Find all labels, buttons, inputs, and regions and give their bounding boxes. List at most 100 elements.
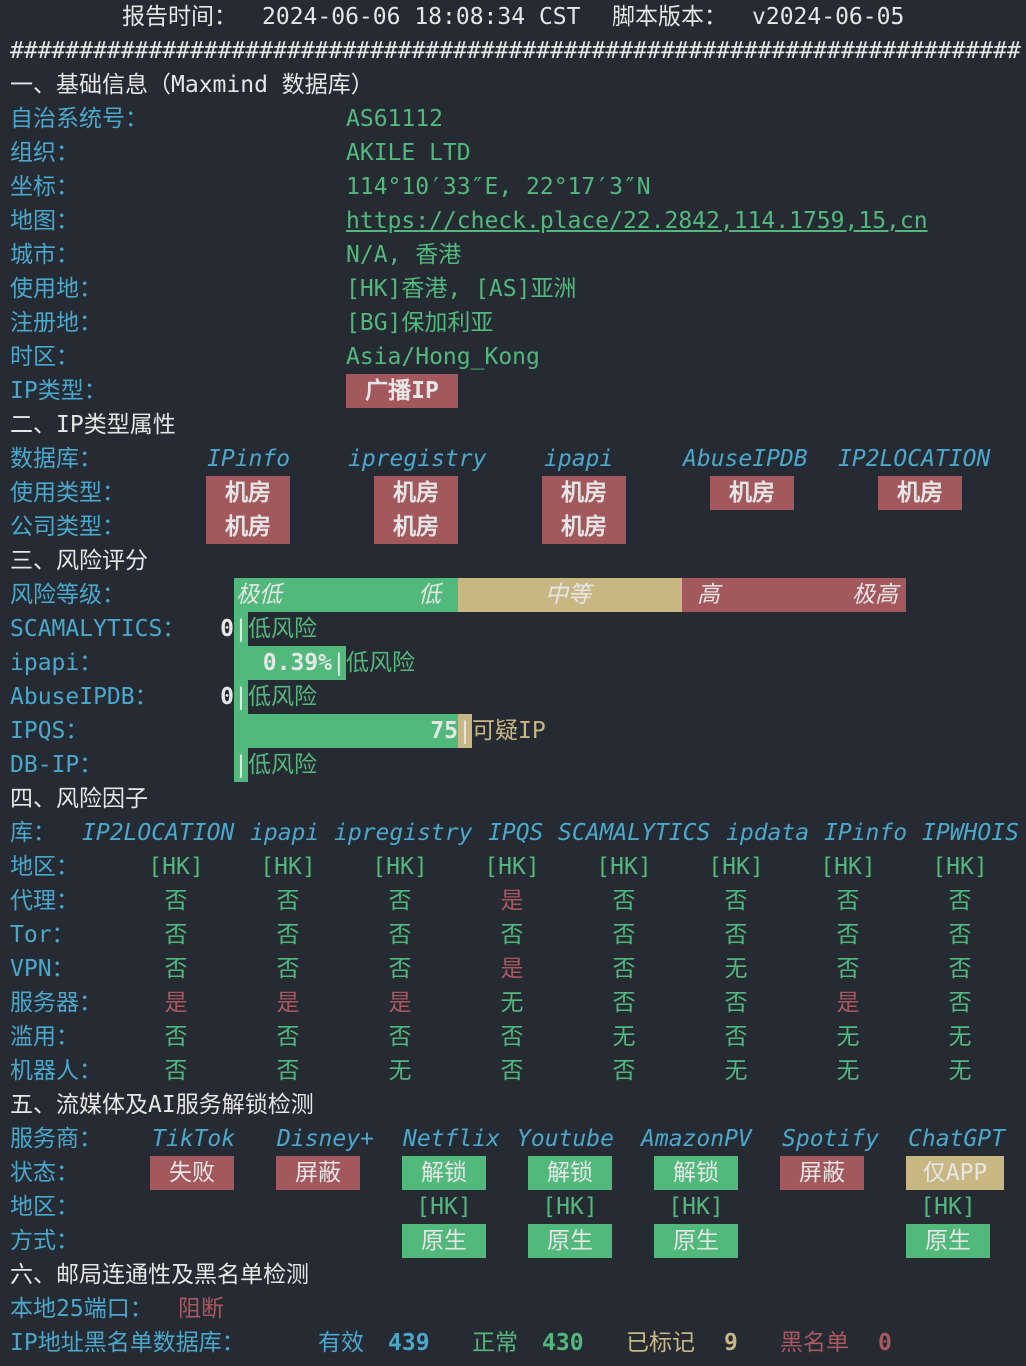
- report-time: 2024-06-06 18:08:34 CST: [262, 4, 581, 30]
- factor-value: 否: [388, 888, 412, 914]
- field-label: SCAMALYTICS：: [10, 616, 186, 642]
- field-label: 地区：: [10, 1194, 79, 1220]
- usage-type-badge: 机房: [374, 476, 458, 510]
- map-link[interactable]: https://check.place/22.2842,114.1759,15,…: [346, 208, 928, 234]
- field-label: 公司类型：: [10, 514, 125, 540]
- section-title-mail: 六、邮局连通性及黑名单检测: [10, 1262, 309, 1288]
- lib-header: ipapi: [250, 820, 320, 846]
- field-label: 代理：: [10, 888, 79, 914]
- ip-type-badge: 广播IP: [346, 374, 458, 408]
- score-value: 75: [430, 718, 458, 744]
- field-value: AKILE LTD: [346, 140, 471, 166]
- field-value: N/A, 香港: [346, 242, 462, 268]
- service-name: TikTok: [152, 1126, 236, 1152]
- field-label: 滥用：: [10, 1024, 79, 1050]
- factor-value: 否: [276, 956, 300, 982]
- field-label: 机器人：: [10, 1058, 102, 1084]
- factor-value: 否: [164, 1058, 188, 1084]
- field-label: 城市：: [10, 242, 79, 268]
- port-status: 阻断: [178, 1296, 224, 1322]
- factor-value: 是: [500, 888, 524, 914]
- lib-header: ipdata: [726, 820, 810, 846]
- factor-value: 否: [612, 922, 636, 948]
- factor-value: 是: [500, 956, 524, 982]
- db-header: AbuseIPDB: [683, 446, 808, 472]
- usage-type-badge: 机房: [542, 476, 626, 510]
- factor-value: 是: [836, 990, 860, 1016]
- field-label: 状态：: [10, 1160, 79, 1186]
- factor-value: 是: [164, 990, 188, 1016]
- score-verdict: 低风险: [248, 684, 317, 710]
- service-region: [HK]: [920, 1194, 976, 1220]
- score-marker: |: [234, 752, 248, 778]
- company-type-badge: 机房: [374, 510, 458, 544]
- factor-value: 否: [500, 1024, 524, 1050]
- factor-value: 否: [612, 990, 636, 1016]
- db-header: ipapi: [544, 446, 614, 472]
- marked-count: 9: [724, 1330, 738, 1356]
- factor-value: 否: [388, 922, 412, 948]
- factor-value: 否: [612, 1058, 636, 1084]
- field-label: 自治系统号：: [10, 106, 148, 132]
- score-bar: [234, 680, 248, 714]
- factor-value: 否: [612, 956, 636, 982]
- separator: ########################################…: [10, 38, 1021, 64]
- field-value: [HK]香港, [AS]亚洲: [346, 276, 577, 302]
- field-label: IPQS：: [10, 718, 89, 744]
- factor-value: 否: [948, 990, 972, 1016]
- lib-header: IPinfo: [824, 820, 908, 846]
- field-label: Tor：: [10, 922, 75, 948]
- field-label: 库：: [10, 820, 56, 846]
- factor-value: 否: [164, 922, 188, 948]
- field-label: 使用地：: [10, 276, 102, 302]
- score-verdict: 可疑IP: [472, 718, 546, 744]
- service-status-badge: 解锁: [528, 1156, 612, 1190]
- factor-value: 无: [836, 1058, 860, 1084]
- factor-value: 否: [500, 922, 524, 948]
- factor-value: 无: [388, 1058, 412, 1084]
- factor-value: [HK]: [484, 854, 540, 880]
- factor-value: 否: [276, 1024, 300, 1050]
- service-status-badge: 屏蔽: [276, 1156, 360, 1190]
- risk-level-label: 中等: [545, 582, 591, 608]
- service-name: ChatGPT: [908, 1126, 1005, 1152]
- field-label: 时区：: [10, 344, 79, 370]
- field-label: 方式：: [10, 1228, 79, 1254]
- service-status-badge: 解锁: [402, 1156, 486, 1190]
- field-label: 服务商：: [10, 1126, 102, 1152]
- score-marker: |: [234, 616, 248, 642]
- lib-header: ipregistry: [334, 820, 473, 846]
- service-region: [HK]: [668, 1194, 724, 1220]
- factor-value: 是: [276, 990, 300, 1016]
- factor-value: 否: [836, 956, 860, 982]
- valid-label: 有效: [318, 1330, 364, 1356]
- score-verdict: 低风险: [248, 752, 317, 778]
- factor-value: 无: [724, 1058, 748, 1084]
- risk-scale-high: [682, 578, 906, 612]
- lib-header: IP2LOCATION: [82, 820, 235, 846]
- score-verdict: 低风险: [248, 616, 317, 642]
- factor-value: 否: [948, 888, 972, 914]
- risk-scale-low: [234, 578, 458, 612]
- factor-value: 否: [948, 922, 972, 948]
- factor-value: [HK]: [260, 854, 316, 880]
- field-label: 地图：: [10, 208, 79, 234]
- factor-value: 否: [164, 956, 188, 982]
- field-label: 风险等级：: [10, 582, 125, 608]
- score-bar: [234, 748, 248, 782]
- service-status-badge: 屏蔽: [780, 1156, 864, 1190]
- lib-header: IPQS: [488, 820, 544, 846]
- factor-value: 否: [276, 1058, 300, 1084]
- service-name: Spotify: [782, 1126, 879, 1152]
- field-value: AS61112: [346, 106, 443, 132]
- version: v2024-06-05: [752, 4, 905, 30]
- factor-value: [HK]: [596, 854, 652, 880]
- lib-header: IPWHOIS: [922, 820, 1019, 846]
- score-value: 0.39%: [262, 650, 332, 676]
- factor-value: 否: [164, 888, 188, 914]
- risk-level-label: 极高: [852, 582, 898, 608]
- field-label: 使用类型：: [10, 480, 125, 506]
- service-name: AmazonPV: [641, 1126, 752, 1152]
- usage-type-badge: 机房: [206, 476, 290, 510]
- factor-value: 是: [388, 990, 412, 1016]
